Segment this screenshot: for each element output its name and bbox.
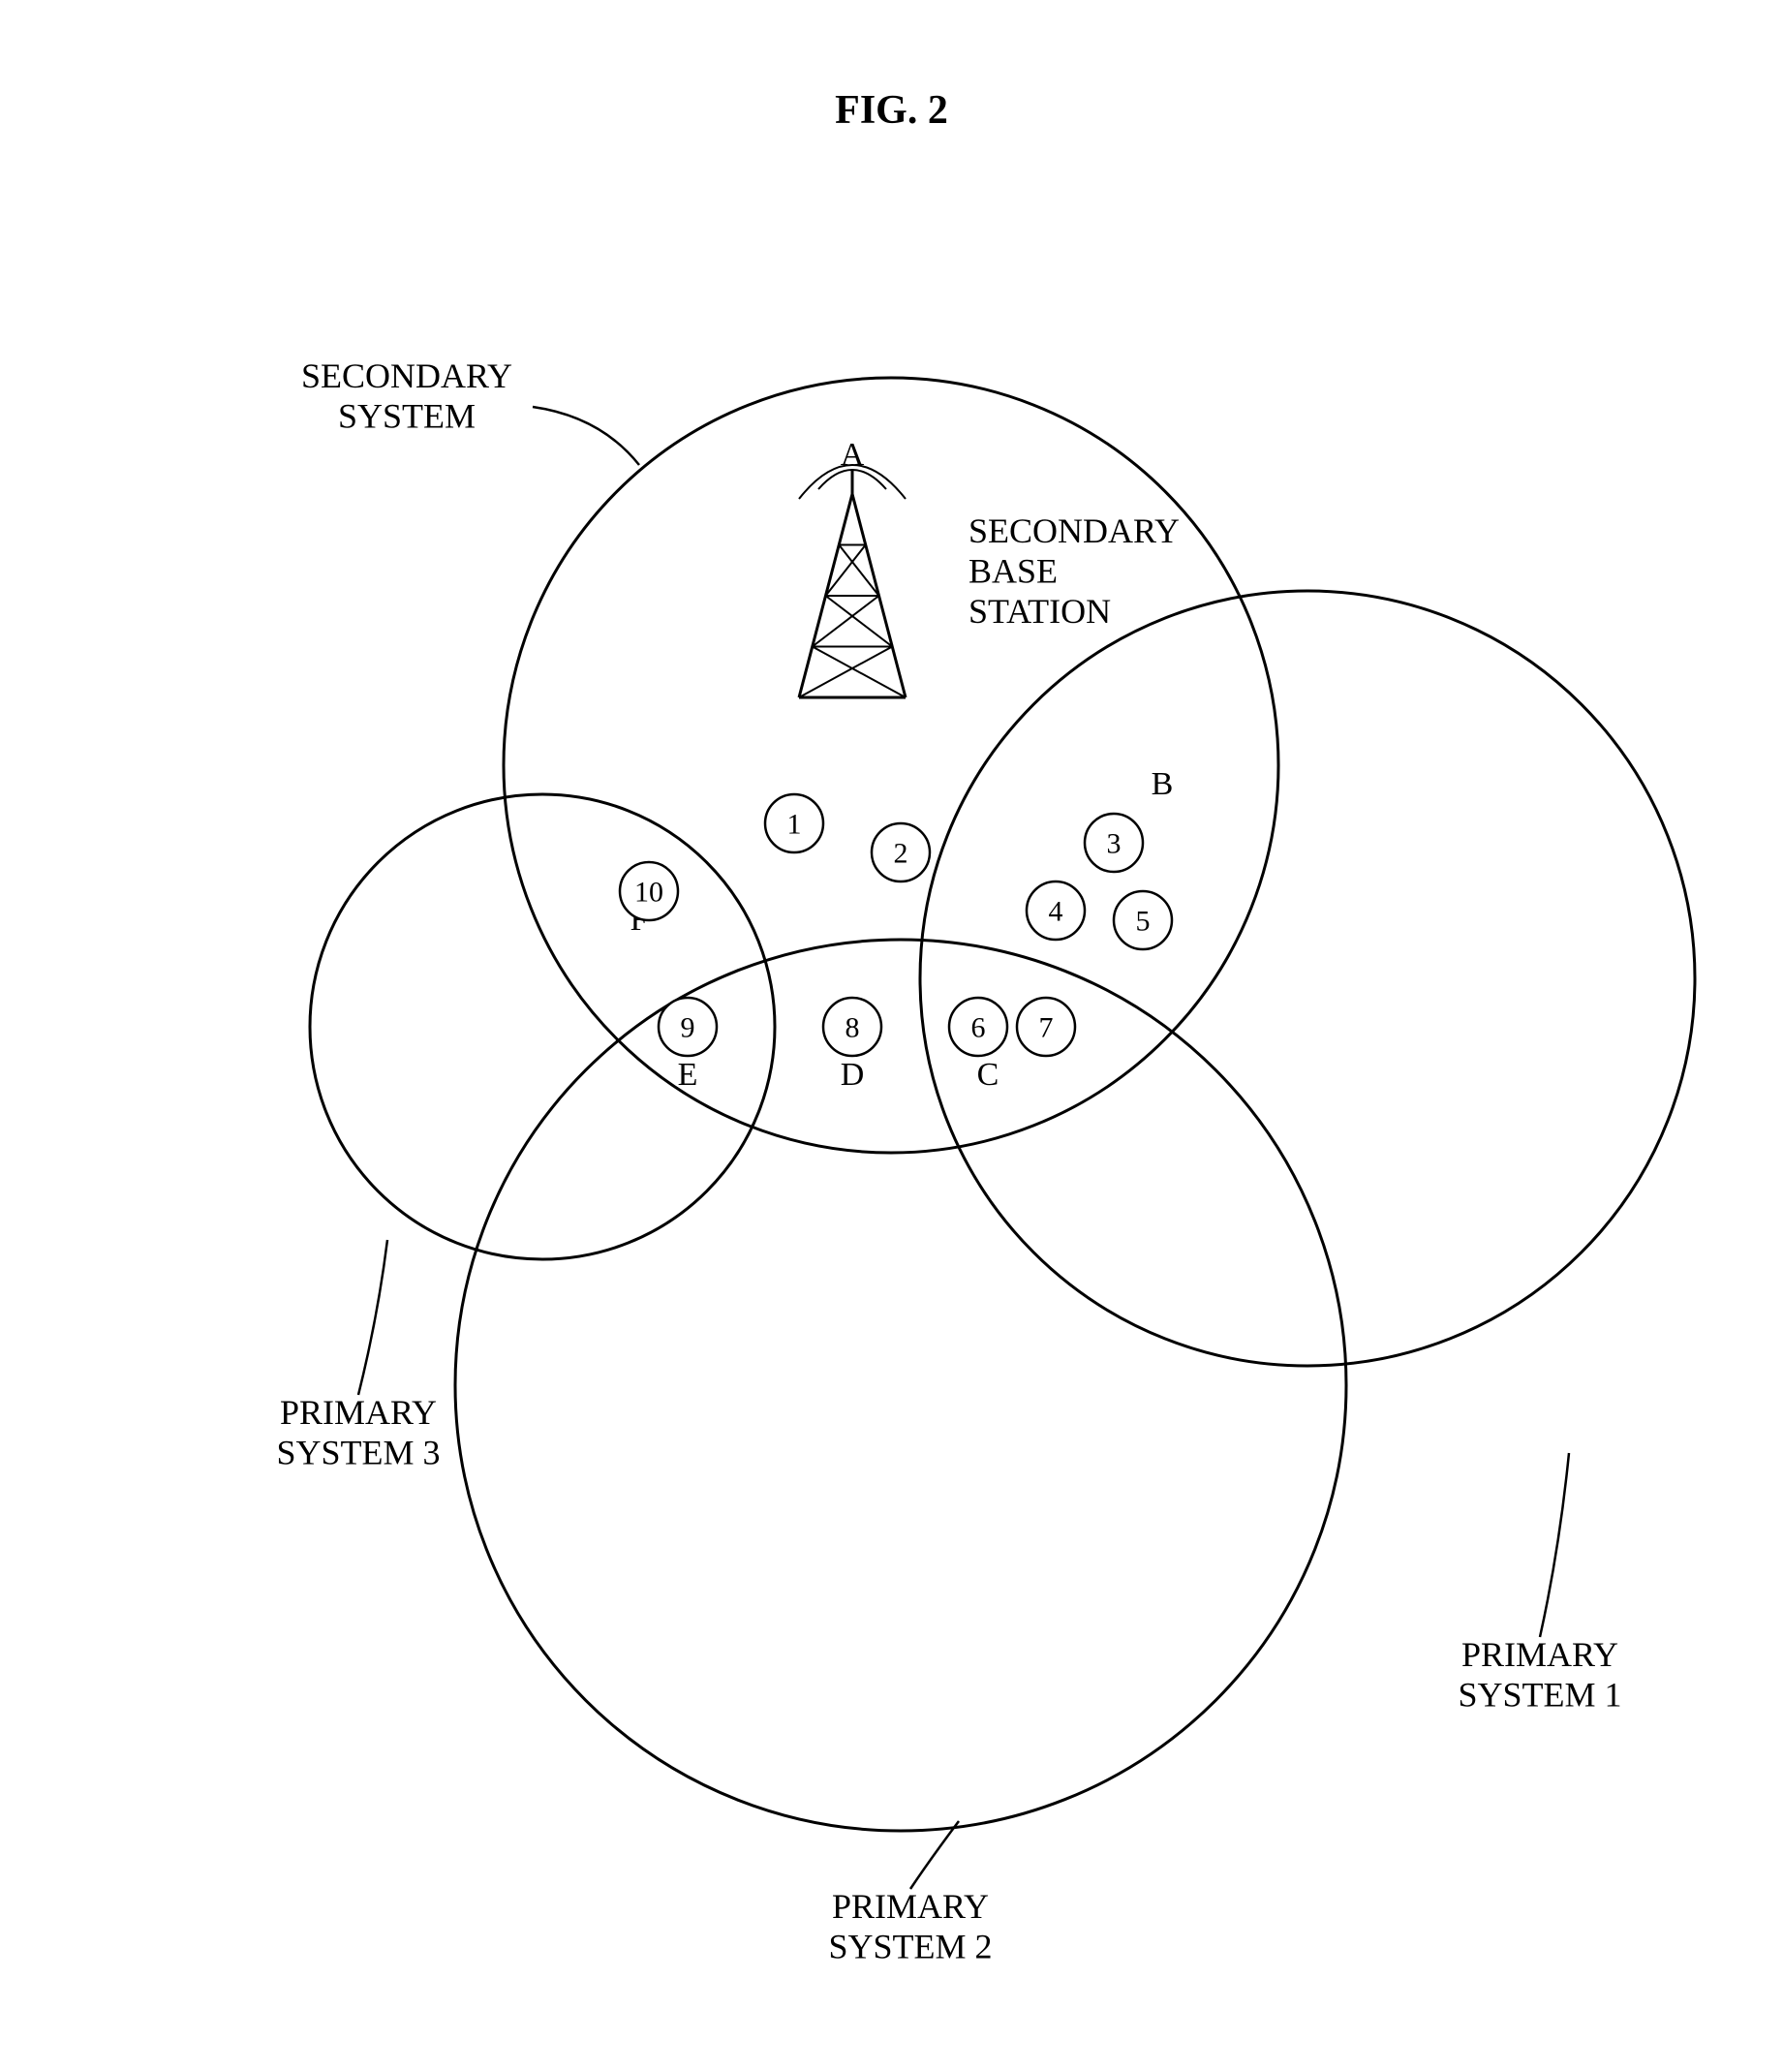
primary2-label: PRIMARYSYSTEM 2 bbox=[828, 1887, 992, 1965]
primary2-circle bbox=[455, 940, 1346, 1831]
secondary_system-label: SECONDARYSYSTEM bbox=[301, 356, 512, 435]
region-A: A bbox=[841, 437, 865, 473]
node-2-label: 2 bbox=[894, 838, 908, 870]
primary1-circle bbox=[920, 591, 1695, 1366]
node-10-label: 10 bbox=[634, 877, 663, 909]
node-6-label: 6 bbox=[971, 1012, 986, 1044]
node-1-label: 1 bbox=[787, 809, 802, 841]
region-B: B bbox=[1152, 766, 1174, 802]
region-E: E bbox=[678, 1057, 698, 1093]
node-3-label: 3 bbox=[1107, 828, 1122, 860]
region-C: C bbox=[977, 1057, 999, 1093]
page: FIG. 2 SECONDARYSYSTEMSECONDARYBASESTATI… bbox=[0, 0, 1783, 2072]
node-7-label: 7 bbox=[1039, 1012, 1054, 1044]
node-8-label: 8 bbox=[845, 1012, 860, 1044]
node-4-label: 4 bbox=[1049, 896, 1063, 928]
primary3-label: PRIMARYSYSTEM 3 bbox=[276, 1393, 440, 1471]
primary3-leader bbox=[358, 1240, 387, 1395]
secondary_system-leader bbox=[533, 407, 639, 465]
primary1-leader bbox=[1540, 1453, 1569, 1637]
primary1-label: PRIMARYSYSTEM 1 bbox=[1458, 1635, 1621, 1714]
region-D: D bbox=[841, 1057, 865, 1093]
secondary_base-label: SECONDARYBASESTATION bbox=[968, 511, 1180, 631]
venn-diagram: SECONDARYSYSTEM SECONDARYBASESTATION PRIMA… bbox=[0, 0, 1783, 2072]
secondary-circle bbox=[504, 378, 1278, 1153]
node-9-label: 9 bbox=[681, 1012, 695, 1044]
node-5-label: 5 bbox=[1136, 906, 1151, 938]
tower-icon bbox=[799, 465, 906, 697]
